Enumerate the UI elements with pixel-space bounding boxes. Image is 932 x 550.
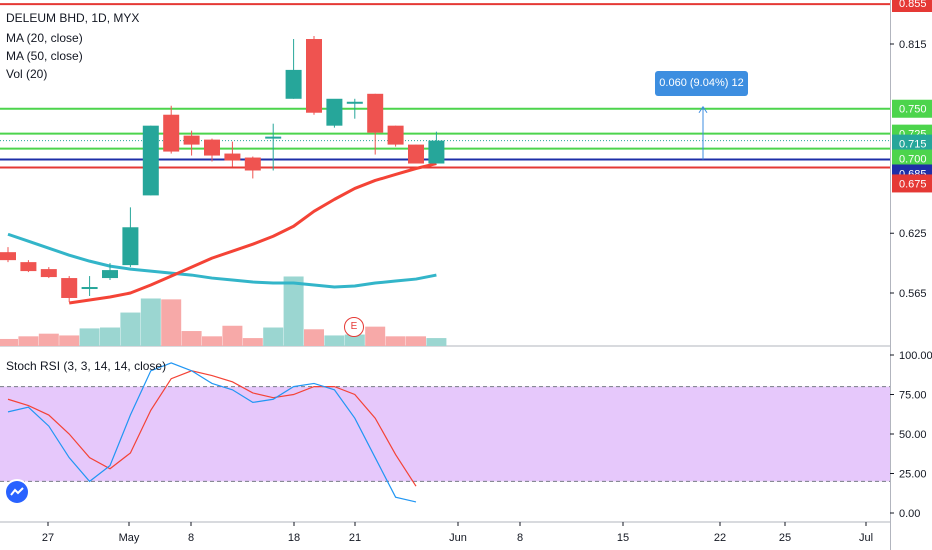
price-tag-label: 0.855 <box>899 0 927 10</box>
volume-bar <box>304 329 324 346</box>
measure-arrowhead <box>698 105 708 114</box>
candle-body <box>142 125 159 196</box>
volume-bar <box>344 334 365 346</box>
price-tick-label: 0.625 <box>899 228 927 240</box>
candle-body <box>367 93 384 133</box>
price-tag-label: 0.700 <box>899 154 927 166</box>
time-tick-label: 18 <box>288 532 300 544</box>
candle-body <box>122 227 139 266</box>
candle-body <box>163 114 180 152</box>
candle-body <box>265 136 282 139</box>
volume-bar <box>161 299 182 346</box>
earnings-badge-label: E <box>350 321 358 332</box>
ma50-legend[interactable]: MA (50, close) <box>6 49 83 63</box>
time-tick-label: May <box>119 532 140 544</box>
candle-body <box>306 39 322 113</box>
stoch-tick-label: 50.00 <box>899 429 927 441</box>
volume-bar <box>406 336 426 346</box>
candle-body <box>0 252 16 261</box>
time-tick-label: 27 <box>42 532 54 544</box>
volume-bar <box>202 336 222 346</box>
time-tick-label: Jun <box>449 532 467 544</box>
stoch-rsi-legend[interactable]: Stoch RSI (3, 3, 14, 14, close) <box>6 359 167 373</box>
candle-body <box>61 278 78 298</box>
time-tick-label: 25 <box>779 532 791 544</box>
price-tag-bg <box>892 174 932 193</box>
ma20-legend[interactable]: MA (20, close) <box>6 31 83 45</box>
price-tag-label: 0.750 <box>899 104 927 116</box>
volume-bar <box>222 325 243 346</box>
tradingview-logo-icon <box>6 481 28 503</box>
volume-bar <box>120 312 141 346</box>
price-tag-bg <box>892 134 932 153</box>
candle-body <box>244 157 261 171</box>
candle-body <box>20 262 37 272</box>
measure-label: 0.060 (9.04%) 12 <box>659 77 744 89</box>
price-tag-label: 0.675 <box>899 178 927 190</box>
stoch-tick-label: 100.00 <box>899 350 932 362</box>
price-tick-label: 0.565 <box>899 288 927 300</box>
volume-bar <box>0 338 18 346</box>
volume-bar <box>140 298 161 346</box>
price-tag-bg <box>892 0 932 12</box>
candle-body <box>408 144 424 164</box>
volume-bar <box>18 336 39 346</box>
stoch-k-line <box>7 362 417 503</box>
candle-body <box>40 269 57 278</box>
price-tick-label: 0.815 <box>899 39 927 51</box>
volume-bar <box>365 326 386 346</box>
price-tag-bg <box>892 149 932 168</box>
volume-bar <box>242 338 263 346</box>
measure-tooltip: 0.060 (9.04%) 12 <box>655 71 748 96</box>
price-tag-bg <box>892 99 932 118</box>
candle-body <box>326 98 343 126</box>
volume-bar <box>263 327 284 346</box>
stoch-band <box>0 386 890 482</box>
candle-body <box>346 101 363 104</box>
candle-body <box>81 287 98 290</box>
candle-body <box>285 69 302 99</box>
volume-bar <box>324 335 345 346</box>
volume-bar <box>283 276 304 346</box>
volume-bar <box>181 331 202 346</box>
stoch-tick-label: 0.00 <box>899 508 920 520</box>
time-tick-label: Jul <box>859 532 873 544</box>
time-tick-label: 8 <box>517 532 523 544</box>
price-tag-label: 0.715 <box>899 139 927 151</box>
stoch-d-line <box>7 370 417 487</box>
ma20-line <box>68 162 437 305</box>
candle-body <box>204 139 220 156</box>
volume-bar <box>100 327 120 346</box>
earnings-badge[interactable]: E <box>344 317 364 337</box>
ma50-line <box>7 232 437 289</box>
volume-bar <box>38 333 59 346</box>
candle-body <box>183 135 200 145</box>
time-tick-label: 15 <box>617 532 629 544</box>
symbol-title: DELEUM BHD, 1D, MYX <box>6 11 140 25</box>
candle-body <box>224 153 241 161</box>
candle-body <box>428 140 445 164</box>
volume-bar <box>59 335 80 346</box>
time-tick-label: 21 <box>349 532 361 544</box>
volume-bar <box>426 338 447 346</box>
time-tick-label: 8 <box>188 532 194 544</box>
volume-legend[interactable]: Vol (20) <box>6 67 48 81</box>
volume-bar <box>385 336 406 346</box>
stoch-tick-label: 75.00 <box>899 390 927 402</box>
candle-body <box>387 125 404 145</box>
volume-bar <box>79 328 100 346</box>
candle-body <box>102 270 118 279</box>
stoch-tick-label: 25.00 <box>899 469 927 481</box>
time-tick-label: 22 <box>714 532 726 544</box>
